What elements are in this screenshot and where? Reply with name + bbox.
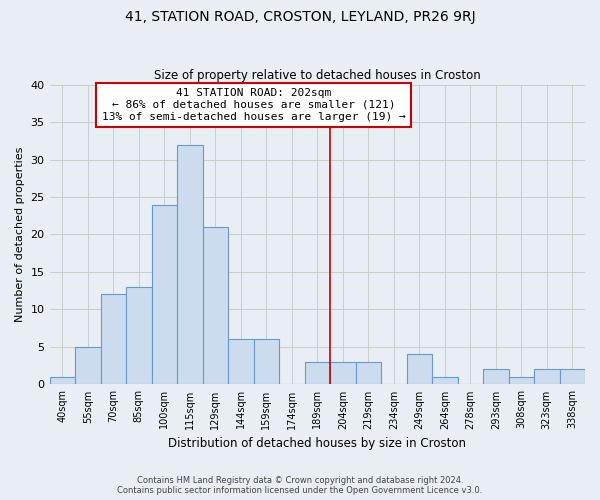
Bar [203,227,228,384]
X-axis label: Distribution of detached houses by size in Croston: Distribution of detached houses by size … [168,437,466,450]
Bar [560,370,585,384]
Bar [75,347,101,385]
Text: 41, STATION ROAD, CROSTON, LEYLAND, PR26 9RJ: 41, STATION ROAD, CROSTON, LEYLAND, PR26… [125,10,475,24]
Bar [152,204,177,384]
Bar [177,144,203,384]
Bar [254,340,279,384]
Y-axis label: Number of detached properties: Number of detached properties [15,147,25,322]
Bar [126,287,152,384]
Bar [228,340,254,384]
Bar [483,370,509,384]
Bar [534,370,560,384]
Text: Contains HM Land Registry data © Crown copyright and database right 2024.
Contai: Contains HM Land Registry data © Crown c… [118,476,482,495]
Title: Size of property relative to detached houses in Croston: Size of property relative to detached ho… [154,69,481,82]
Bar [432,377,458,384]
Bar [509,377,534,384]
Bar [50,377,75,384]
Bar [407,354,432,384]
Bar [356,362,381,384]
Bar [305,362,330,384]
Bar [330,362,356,384]
Text: 41 STATION ROAD: 202sqm
← 86% of detached houses are smaller (121)
13% of semi-d: 41 STATION ROAD: 202sqm ← 86% of detache… [101,88,406,122]
Bar [101,294,126,384]
